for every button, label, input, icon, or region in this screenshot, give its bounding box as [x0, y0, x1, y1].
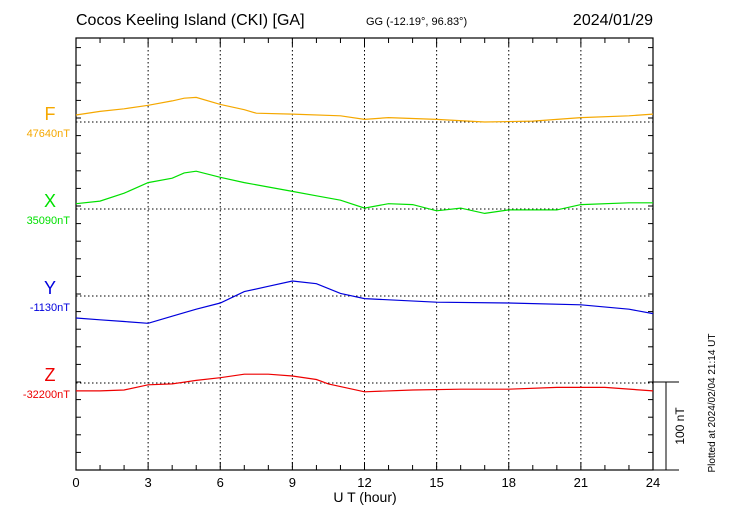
scale-bar-label: 100 nT: [673, 407, 687, 445]
series-baseline-Y: -1130nT: [30, 302, 70, 314]
x-tick-label: 0: [72, 475, 79, 490]
series-name-Y: Y: [44, 278, 56, 298]
station-title: Cocos Keeling Island (CKI) [GA]: [76, 12, 305, 29]
station-coords: GG (-12.19°, 96.83°): [366, 16, 467, 28]
x-tick-label: 6: [217, 475, 224, 490]
series-labels: F 47640nT X 35090nT Y -1130nT Z -32200nT: [23, 104, 70, 401]
x-tick-label: 3: [145, 475, 152, 490]
x-tick-label: 12: [357, 475, 371, 490]
axis-ticks: [75, 38, 654, 471]
x-tick-label: 18: [502, 475, 516, 490]
series-name-X: X: [44, 191, 56, 211]
scale-bar: 100 nT: [653, 381, 687, 471]
x-axis-label: U T (hour): [333, 489, 396, 505]
x-tick-labels: 0 3 6 9 12 15 18 21 24: [72, 475, 660, 490]
x-tick-label: 9: [289, 475, 296, 490]
plot-date: 2024/01/29: [573, 12, 653, 29]
series-baseline-F: 47640nT: [27, 128, 71, 140]
series-group: [75, 96, 654, 393]
x-tick-label: 21: [574, 475, 588, 490]
series-name-F: F: [45, 104, 56, 124]
x-tick-label: 24: [646, 475, 660, 490]
series-baseline-Z: -32200nT: [23, 389, 70, 401]
series-line-F: [75, 96, 654, 123]
series-line-Y: [75, 280, 654, 324]
x-tick-label: 15: [429, 475, 443, 490]
series-baseline-X: 35090nT: [27, 215, 71, 227]
grid: [76, 38, 653, 470]
plotted-timestamp: Plotted at 2024/02/04 21:14 UT: [707, 334, 718, 473]
series-line-X: [75, 170, 653, 215]
series-line-Z: [76, 373, 654, 393]
series-name-Z: Z: [45, 365, 56, 385]
